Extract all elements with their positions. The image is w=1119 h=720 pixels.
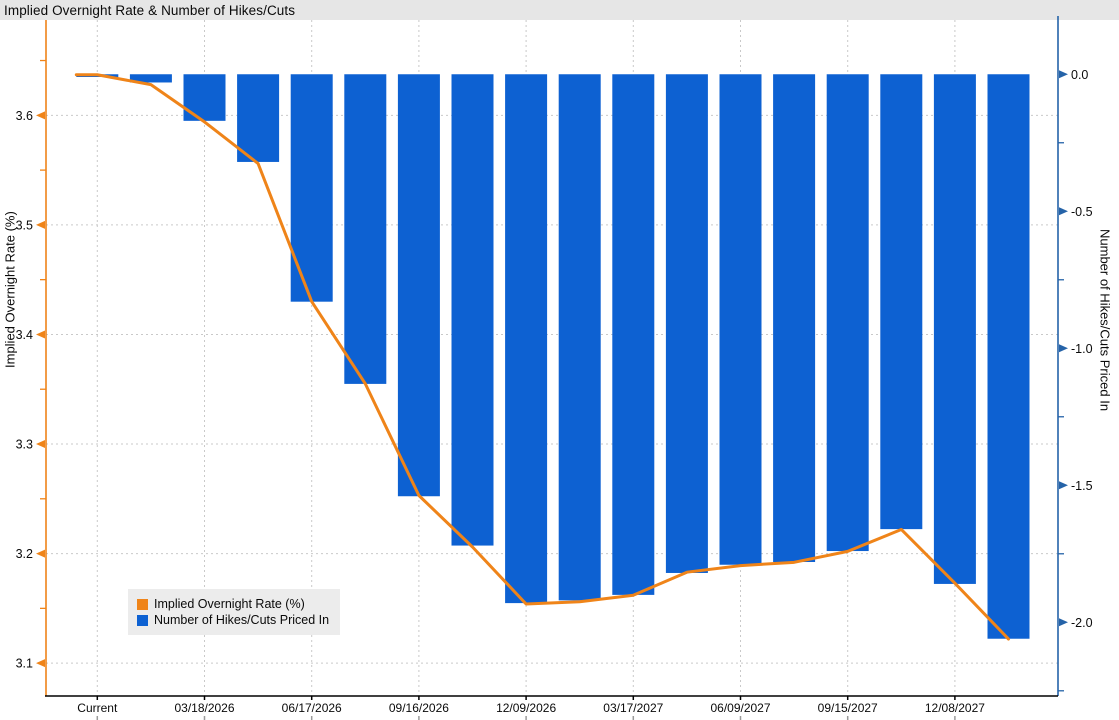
left-tick-arrow [36,111,45,120]
x-tick-label: 09/15/2027 [818,701,878,715]
x-tick-label: 12/08/2027 [925,701,985,715]
right-tick-label: -2.0 [1071,616,1093,630]
right-tick-arrow [1059,207,1068,216]
hikes-bar [505,74,548,604]
hikes-bar [237,74,280,162]
hikes-series-swatch [137,614,148,626]
hikes-bar [773,74,816,563]
right-tick-label: 0.0 [1071,68,1088,82]
left-tick-label: 3.5 [16,218,33,232]
hikes-bar [612,74,655,595]
hikes-bar [987,74,1030,639]
x-tick-label: 09/16/2026 [389,701,449,715]
legend: Implied Overnight Rate (%) Number of Hik… [128,589,341,635]
legend-label-hikes: Number of Hikes/Cuts Priced In [154,613,330,627]
legend-item-hikes: Number of Hikes/Cuts Priced In [137,612,329,628]
x-tick-label: 12/09/2026 [496,701,556,715]
x-tick-label: 03/18/2026 [174,701,234,715]
right-tick-label: -0.5 [1071,205,1093,219]
x-tick-label: 03/17/2027 [603,701,663,715]
legend-item-rate: Implied Overnight Rate (%) [137,596,329,612]
hikes-bar [665,74,708,573]
chart-title-bar: Implied Overnight Rate & Number of Hikes… [0,0,1119,20]
left-tick-arrow [36,330,45,339]
hikes-bar [397,74,440,497]
right-tick-label: -1.0 [1071,342,1093,356]
left-tick-label: 3.6 [16,109,33,123]
left-tick-arrow [36,549,45,558]
chart-title: Implied Overnight Rate & Number of Hikes… [4,2,296,18]
right-tick-arrow [1059,618,1068,627]
rate-line [74,73,1010,641]
left-axis-title: Implied Overnight Rate (%) [2,211,18,369]
right-tick-arrow [1059,70,1068,79]
hikes-bar [880,74,923,530]
hikes-bar [826,74,869,552]
left-tick-arrow [36,440,45,449]
hikes-bar [451,74,494,546]
legend-label-rate: Implied Overnight Rate (%) [154,597,305,611]
right-tick-arrow [1059,344,1068,353]
right-tick-label: -1.5 [1071,479,1093,493]
hikes-bar [558,74,601,601]
left-tick-label: 3.3 [16,438,33,452]
right-axis-title: Number of Hikes/Cuts Priced In [1097,228,1113,412]
left-tick-label: 3.2 [16,547,33,561]
right-tick-arrow [1059,481,1068,490]
x-tick-label: 06/17/2026 [282,701,342,715]
left-tick-arrow [36,220,45,229]
hikes-bar [344,74,387,384]
x-tick-label: Current [77,701,118,715]
left-tick-label: 3.4 [16,328,33,342]
hikes-bar [183,74,226,121]
hikes-bar [933,74,976,584]
rate-series-swatch [137,598,148,610]
left-tick-arrow [36,659,45,668]
x-tick-label: 06/09/2027 [710,701,770,715]
hikes-bar [719,74,762,565]
left-tick-label: 3.1 [16,657,33,671]
hikes-bar [129,74,172,83]
